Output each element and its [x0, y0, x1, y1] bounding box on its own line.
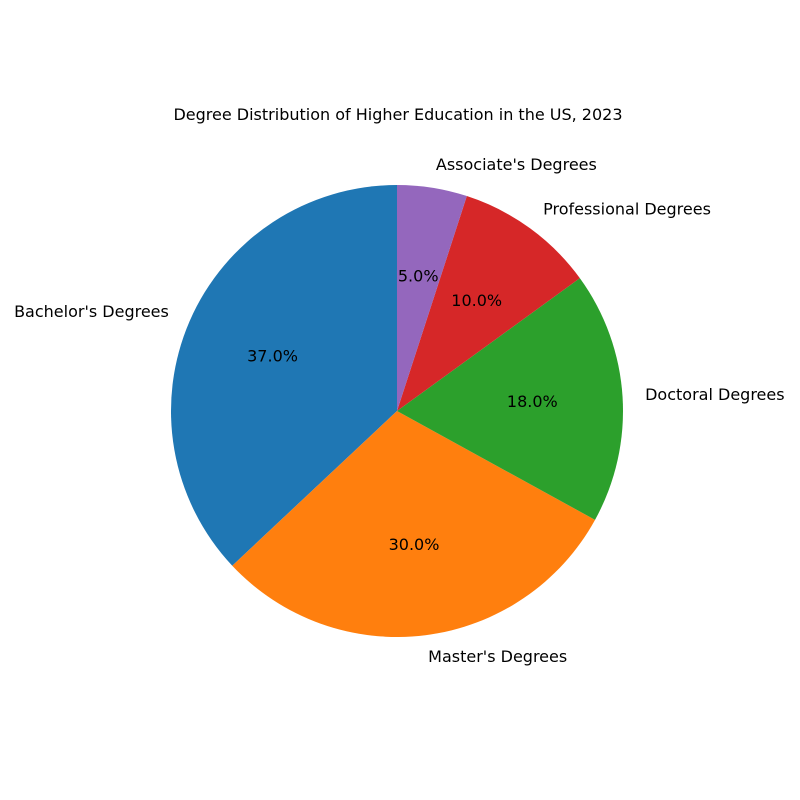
pie-slice-master-s-degrees — [232, 411, 596, 637]
slice-value-master-s-degrees: 30.0% — [389, 535, 440, 554]
slice-label-doctoral-degrees: Doctoral Degrees — [645, 385, 784, 404]
slice-label-bachelor-s-degrees: Bachelor's Degrees — [14, 302, 169, 321]
slice-value-bachelor-s-degrees: 37.0% — [247, 347, 298, 366]
pie-labels: Bachelor's Degrees 37.0% Master's Degrees 3… — [14, 155, 784, 666]
slice-value-doctoral-degrees: 18.0% — [507, 392, 558, 411]
slice-value-professional-degrees: 10.0% — [451, 291, 502, 310]
slice-label-associate-s-degrees: Associate's Degrees — [436, 155, 597, 174]
slice-label-master-s-degrees: Master's Degrees — [428, 647, 567, 666]
pie-slice-associate-s-degrees — [397, 185, 467, 411]
pie-slice-professional-degrees — [397, 196, 580, 411]
slice-value-associate-s-degrees: 5.0% — [398, 267, 439, 286]
pie-slice-bachelor-s-degrees — [171, 185, 397, 566]
chart-title: Degree Distribution of Higher Education … — [173, 105, 622, 124]
slice-label-professional-degrees: Professional Degrees — [543, 199, 711, 218]
pie-slice-doctoral-degrees — [397, 278, 623, 520]
pie-slices — [171, 185, 623, 637]
